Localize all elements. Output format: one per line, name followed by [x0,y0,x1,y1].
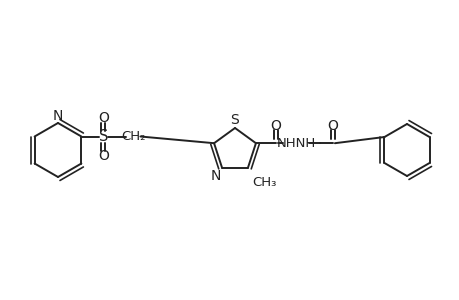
Text: S: S [99,129,108,144]
Text: CH₂: CH₂ [121,130,146,143]
Text: N: N [53,109,63,123]
Text: O: O [327,119,338,133]
Text: O: O [98,148,109,163]
Text: NHNH: NHNH [276,137,315,150]
Text: O: O [98,110,109,124]
Text: N: N [210,169,221,183]
Text: CH₃: CH₃ [252,176,276,189]
Text: S: S [230,113,239,127]
Text: O: O [270,119,281,133]
